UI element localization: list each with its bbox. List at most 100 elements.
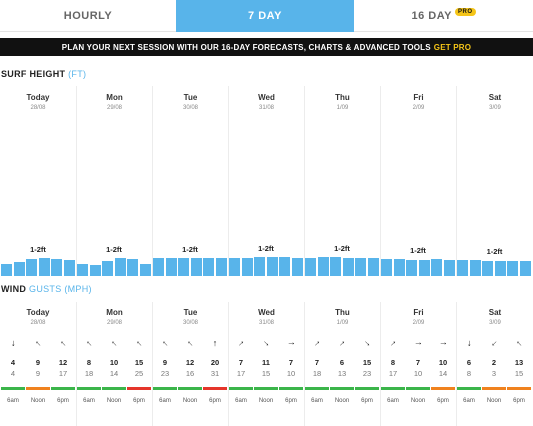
wind-direction-arrow-icon: ↑ (179, 338, 201, 348)
wind-rating-bar (381, 387, 405, 390)
wind-time-label: Noon (258, 398, 274, 404)
surf-day-columns: Today 28/08 Mon 29/08 Tue 30/08 Wed 31/08 Thu 1/0… (0, 86, 533, 276)
wind-rating-bar (254, 387, 278, 390)
wind-gust: 10 (286, 369, 296, 378)
wind-day-date: 29/08 (106, 320, 122, 326)
wind-time-label: 6pm (437, 398, 449, 404)
wind-day-name: Today (26, 308, 50, 317)
wind-day-columns: Today 28/08 Mon 29/08 Tue 30/08 Wed 31/08 Thu 1/0… (0, 302, 533, 426)
arrow-glyph: ↑ (337, 337, 348, 348)
arrow-glyph: ↑ (10, 338, 16, 349)
wind-speed: 15 (362, 358, 372, 367)
promo-text: PLAN YOUR NEXT SESSION WITH OUR 16-DAY F… (61, 42, 431, 52)
wind-time-label: Noon (334, 398, 350, 404)
surf-height-label: SURF HEIGHT (1, 69, 66, 79)
wind-gust: 10 (413, 369, 423, 378)
wind-speed: 6 (339, 358, 345, 367)
wind-time-label: 6am (235, 398, 247, 404)
wind-speed: 13 (514, 358, 524, 367)
surf-day-name: Sat (488, 93, 502, 102)
wind-day-date: 28/08 (30, 320, 46, 326)
wind-direction-arrow-icon: ↑ (306, 338, 328, 348)
wind-day-col: Mon 29/08 (76, 302, 152, 426)
wind-time-label: 6am (311, 398, 323, 404)
wind-gust: 8 (466, 369, 472, 378)
wind-gust: 9 (35, 369, 41, 378)
tab-hourly[interactable]: HOURLY (0, 0, 176, 32)
wind-day-col: Sat 3/09 (456, 302, 533, 426)
surf-day-name: Wed (258, 93, 275, 102)
wind-day-date: 1/09 (336, 320, 349, 326)
surf-day-date: 2/09 (412, 105, 425, 111)
wind-speed: 2 (491, 358, 497, 367)
surf-day-date: 29/08 (106, 105, 122, 111)
wind-speed: 8 (86, 358, 92, 367)
wind-gust: 18 (312, 369, 322, 378)
tab-16-day[interactable]: 16 DAY PRO (354, 0, 533, 32)
wind-direction-arrow-icon: ↑ (2, 338, 24, 349)
wind-rating-bar (406, 387, 430, 390)
arrow-glyph: ↑ (83, 337, 94, 348)
wind-speed: 4 (10, 358, 16, 367)
wind-gust: 13 (337, 369, 347, 378)
tab-7-day[interactable]: 7 DAY (176, 0, 354, 32)
wind-rating-bar (153, 387, 177, 390)
arrow-glyph: ↑ (438, 340, 449, 346)
wind-day-name: Sat (488, 308, 502, 317)
promo-banner[interactable]: PLAN YOUR NEXT SESSION WITH OUR 16-DAY F… (0, 38, 533, 56)
wind-speed: 9 (35, 358, 41, 367)
wind-direction-arrow-icon: ↑ (255, 338, 277, 348)
wind-gust: 15 (514, 369, 524, 378)
wind-day-name: Tue (183, 308, 198, 317)
wind-rating-bar (457, 387, 481, 390)
arrow-glyph: ↑ (413, 340, 424, 346)
wind-time-label: 6am (83, 398, 95, 404)
wind-direction-arrow-icon: ↑ (103, 338, 125, 348)
wind-gusts-unit: GUSTS (MPH) (29, 284, 92, 294)
arrow-glyph: ↑ (32, 337, 43, 348)
arrow-glyph: ↑ (184, 337, 195, 348)
arrow-glyph: ↑ (57, 337, 68, 348)
wind-gust: 17 (58, 369, 68, 378)
wind-direction-arrow-icon: ↑ (356, 338, 378, 348)
tab-hourly-label: HOURLY (63, 9, 113, 22)
wind-direction-arrow-icon: ↑ (407, 338, 429, 348)
wind-direction-arrow-icon: ↑ (483, 338, 505, 348)
wind-gust: 14 (109, 369, 119, 378)
wind-time-label: 6am (7, 398, 19, 404)
wind-speed: 12 (185, 358, 195, 367)
surf-day-col: Fri 2/09 (380, 86, 456, 276)
tab-16-day-label: 16 DAY (411, 9, 452, 22)
wind-gust: 23 (160, 369, 170, 378)
arrow-glyph: ↑ (466, 338, 472, 349)
wind-speed: 10 (438, 358, 448, 367)
wind-day-col: Tue 30/08 (152, 302, 228, 426)
wind-day-date: 30/08 (182, 320, 198, 326)
wind-speed: 10 (109, 358, 119, 367)
wind-rating-bar (1, 387, 25, 390)
arrow-glyph: ↑ (159, 337, 170, 348)
wind-gust: 17 (236, 369, 246, 378)
wind-day-name: Fri (413, 308, 424, 317)
tab-7-day-label: 7 DAY (248, 9, 282, 22)
wind-speed: 12 (58, 358, 68, 367)
wind-direction-arrow-icon: ↑ (432, 338, 454, 348)
surf-height-title: SURF HEIGHT (FT) (1, 69, 86, 79)
wind-rating-bar (26, 387, 50, 390)
wind-day-date: 31/08 (258, 320, 274, 326)
wind-direction-arrow-icon: ↑ (52, 338, 74, 348)
wind-gust: 14 (438, 369, 448, 378)
wind-gust: 15 (261, 369, 271, 378)
arrow-glyph: ↑ (236, 337, 247, 348)
arrow-glyph: ↑ (362, 338, 373, 349)
arrow-glyph: ↑ (513, 337, 524, 348)
wind-rating-bar (330, 387, 354, 390)
wind-time-label: 6pm (361, 398, 373, 404)
surf-day-col: Sat 3/09 (456, 86, 533, 276)
surf-day-name: Tue (183, 93, 198, 102)
wind-rating-bar (77, 387, 101, 390)
wind-day-date: 3/09 (489, 320, 501, 326)
get-pro-link[interactable]: GET PRO (433, 42, 472, 52)
arrow-glyph: ↑ (108, 337, 119, 348)
wind-speed: 7 (415, 358, 421, 367)
